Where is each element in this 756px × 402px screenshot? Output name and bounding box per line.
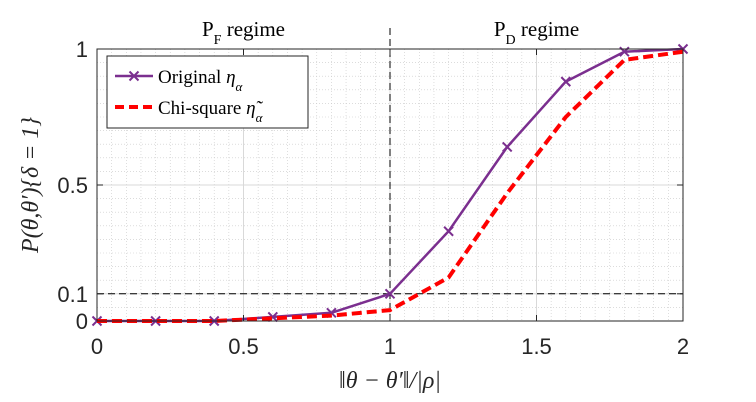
reference-lines xyxy=(97,28,683,321)
x-tick-label: 2 xyxy=(677,334,689,359)
y-tick-label: 0.5 xyxy=(57,173,88,198)
y-tick-label: 1 xyxy=(76,37,88,62)
region-label-pf: PF regime xyxy=(202,17,285,48)
legend-box xyxy=(106,55,309,129)
data-point-marker xyxy=(560,76,572,87)
x-tick-label: 0 xyxy=(91,334,103,359)
y-tick-label: 0 xyxy=(76,309,88,334)
legend-entry-original: Original ηα xyxy=(158,67,244,94)
data-point-marker xyxy=(384,288,396,300)
x-tick-label: 1.5 xyxy=(521,334,552,359)
tick-labels: 0 0.5 1 1.5 200.10.51 xyxy=(57,37,689,359)
region-label-pd: PD regime xyxy=(494,17,579,48)
legend: Original ηα Chi-square η̃α xyxy=(106,55,309,129)
axis-ticks xyxy=(96,48,684,322)
x-axis-label: ‖θ − θ′‖/|ρ| xyxy=(339,368,441,394)
x-tick-label: 0.5 xyxy=(228,334,259,359)
data-point-marker xyxy=(443,226,454,237)
y-axis-label: P(θ,θ′){δ = 1} xyxy=(18,117,44,254)
legend-marker-original xyxy=(128,70,140,82)
x-tick-label: 1 xyxy=(384,334,396,359)
y-tick-label: 0.1 xyxy=(57,282,88,307)
data-point-marker xyxy=(501,141,513,153)
